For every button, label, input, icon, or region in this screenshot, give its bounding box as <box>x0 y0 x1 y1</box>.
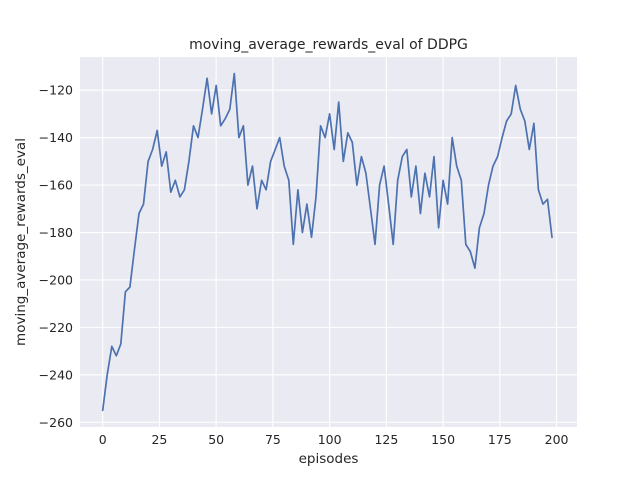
y-tick-label: −220 <box>39 320 73 335</box>
x-tick-label: 125 <box>374 432 398 447</box>
y-tick-label: −260 <box>39 415 73 430</box>
y-tick-label: −120 <box>39 83 73 98</box>
x-tick-label: 100 <box>318 432 342 447</box>
x-tick-label: 50 <box>208 432 224 447</box>
y-tick-label: −200 <box>39 272 73 287</box>
y-tick-label: −160 <box>39 178 73 193</box>
y-axis-label: moving_average_rewards_eval <box>13 138 29 346</box>
y-tick-label: −240 <box>39 367 73 382</box>
y-tick-label: −180 <box>39 225 73 240</box>
x-axis-label: episodes <box>298 451 359 467</box>
chart-title: moving_average_rewards_eval of DDPG <box>189 37 468 53</box>
x-tick-label: 75 <box>265 432 281 447</box>
x-tick-label: 150 <box>431 432 455 447</box>
x-tick-label: 175 <box>488 432 512 447</box>
x-tick-label: 0 <box>99 432 107 447</box>
x-tick-label: 25 <box>151 432 167 447</box>
x-tick-label: 200 <box>545 432 569 447</box>
reward-line <box>101 72 553 412</box>
axes-background <box>80 57 577 427</box>
y-tick-label: −140 <box>39 130 73 145</box>
